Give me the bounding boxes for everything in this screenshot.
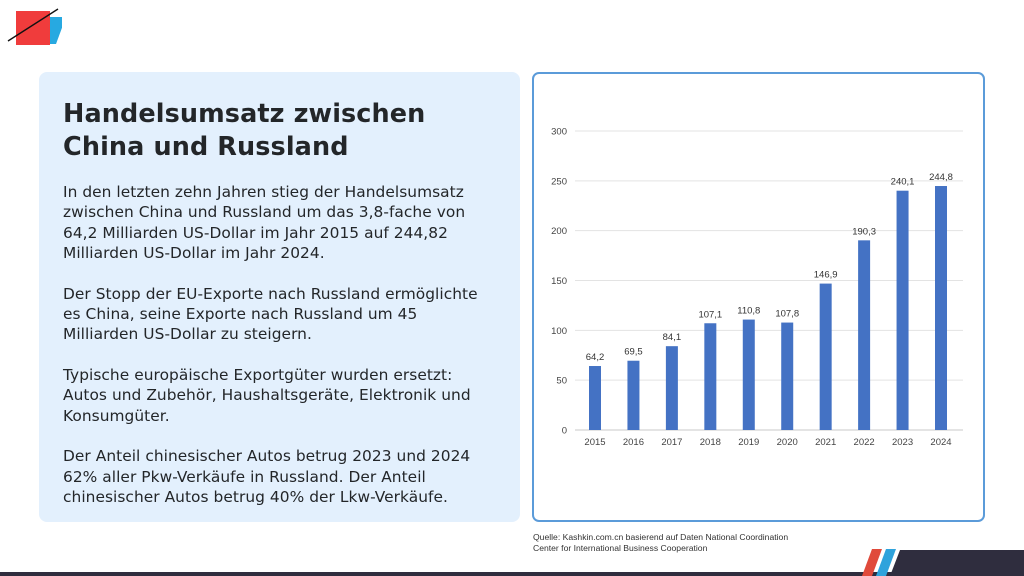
y-tick-label: 200 <box>551 226 567 237</box>
y-tick-label: 150 <box>551 276 567 287</box>
data-label: 240,1 <box>891 177 915 188</box>
y-tick-label: 0 <box>562 426 567 437</box>
x-tick-label: 2019 <box>738 437 759 448</box>
bar-2022 <box>858 240 871 430</box>
source-line-2: Center for International Business Cooper… <box>533 543 708 553</box>
data-label: 84,1 <box>663 332 682 343</box>
bar-2019 <box>742 319 755 430</box>
x-tick-label: 2017 <box>661 437 682 448</box>
paragraph-eu-exports: Der Stopp der EU-Exporte nach Russland e… <box>63 284 478 344</box>
data-label: 107,8 <box>775 309 799 320</box>
x-tick-label: 2023 <box>892 437 913 448</box>
y-tick-label: 300 <box>551 127 567 138</box>
bar-2021 <box>819 283 832 430</box>
source-note: Quelle: Kashkin.com.cn basierend auf Dat… <box>533 532 788 554</box>
stripe-red <box>862 549 882 576</box>
bar-2020 <box>781 322 794 430</box>
title-line-2: China und Russland <box>63 132 349 162</box>
footer-stripes-decoration <box>862 549 1024 576</box>
paragraph-trade-growth: In den letzten zehn Jahren stieg der Han… <box>63 183 466 262</box>
paragraph-car-share: Der Anteil chinesischer Autos betrug 202… <box>63 447 471 507</box>
bar-2015 <box>589 366 601 430</box>
y-tick-label: 250 <box>551 176 567 187</box>
source-line-1: Quelle: Kashkin.com.cn basierend auf Dat… <box>533 532 789 542</box>
x-tick-label: 2024 <box>930 437 951 448</box>
bar-2023 <box>896 190 909 430</box>
slide-title: Handelsumsatz zwischen China und Russlan… <box>63 98 496 164</box>
data-label: 146,9 <box>814 270 838 281</box>
footer-bar <box>0 572 1024 576</box>
y-tick-label: 100 <box>551 326 567 337</box>
bar-2016 <box>627 360 640 430</box>
x-tick-label: 2016 <box>623 437 644 448</box>
stripe-blue <box>876 549 896 576</box>
x-tick-label: 2015 <box>584 437 605 448</box>
x-tick-label: 2021 <box>815 437 836 448</box>
y-tick-label: 50 <box>556 376 567 387</box>
bar-2017 <box>665 346 678 430</box>
data-label: 244,8 <box>929 172 953 183</box>
logo-icon <box>7 8 62 45</box>
logo-slash <box>7 8 59 42</box>
title-line-1: Handelsumsatz zwischen <box>63 99 426 129</box>
data-label: 110,8 <box>737 306 760 317</box>
logo-red-square <box>16 11 50 45</box>
text-panel: Handelsumsatz zwischen China und Russlan… <box>39 72 520 522</box>
data-label: 69,5 <box>624 347 643 358</box>
x-tick-label: 2020 <box>777 437 798 448</box>
footer-dark-block <box>890 550 1024 576</box>
data-label: 107,1 <box>698 309 722 320</box>
data-label: 190,3 <box>852 226 876 237</box>
x-tick-label: 2022 <box>854 437 875 448</box>
bar-2024 <box>935 186 947 430</box>
paragraph-export-goods: Typische europäische Exportgüter wurden … <box>63 366 471 425</box>
x-tick-label: 2018 <box>700 437 721 448</box>
chart-container <box>532 72 985 522</box>
bar-2018 <box>704 323 717 430</box>
data-label: 64,2 <box>586 352 605 363</box>
